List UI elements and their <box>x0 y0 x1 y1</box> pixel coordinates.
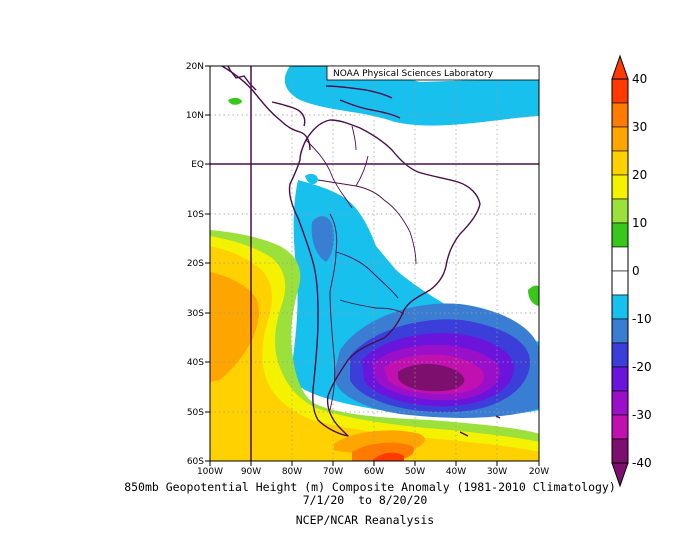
colorbar-label: -20 <box>632 360 652 374</box>
colorbar-segment <box>611 366 629 392</box>
lon-label: 20W <box>529 467 549 477</box>
colorbar-segment <box>611 150 629 176</box>
colorbar-segment <box>611 390 629 416</box>
colorbar-segment <box>611 246 629 272</box>
lat-label: EQ <box>191 160 204 170</box>
lat-labels: 20N 10N EQ 10S 20S 30S 40S 50S 60S <box>186 62 204 467</box>
colorbar-segment <box>611 198 629 224</box>
colorbar: 40 30 20 10 0 -10 -20 -30 -40 <box>611 54 652 488</box>
colorbar-segment <box>611 342 629 368</box>
colorbar-segment <box>611 438 629 464</box>
lon-label: 30W <box>487 467 507 477</box>
colorbar-label: -10 <box>632 312 652 326</box>
lat-label: 40S <box>187 358 204 368</box>
caption-title: 850mb Geopotential Height (m) Composite … <box>124 480 616 494</box>
country-borders <box>305 125 417 411</box>
colorbar-label: -30 <box>632 408 652 422</box>
lon-label: 50W <box>405 467 425 477</box>
colorbar-label: 20 <box>632 168 647 182</box>
colorbar-segment <box>611 270 629 296</box>
lon-label: 100W <box>197 467 223 477</box>
colorbar-label: 10 <box>632 216 647 230</box>
colorbar-label: 40 <box>632 72 647 86</box>
colorbar-frame <box>611 78 629 464</box>
colorbar-segment <box>611 102 629 128</box>
caption-dates: 7/1/20 to 8/20/20 <box>302 493 428 507</box>
credit-box <box>326 65 540 81</box>
colorbar-label: 0 <box>632 264 640 278</box>
colorbar-segment <box>611 126 629 152</box>
axis-ticks <box>205 65 540 466</box>
colorbar-segment <box>611 294 629 320</box>
colorbar-segment <box>611 174 629 200</box>
lat-label: 30S <box>187 309 204 319</box>
caption-source: NCEP/NCAR Reanalysis <box>295 513 435 527</box>
lat-label: 20N <box>186 62 204 72</box>
colorbar-segments <box>611 78 629 464</box>
lon-label: 40W <box>446 467 466 477</box>
colorbar-top-arrow <box>611 54 629 80</box>
colorbar-segment <box>611 78 629 104</box>
colorbar-segment <box>611 222 629 248</box>
lat-label: 60S <box>187 457 204 467</box>
lon-label: 70W <box>323 467 343 477</box>
map-panel: NOAA Physical Sciences Laboratory <box>209 65 540 462</box>
caption-dates-line: 7/1/20 to 8/20/20 <box>0 494 700 507</box>
grid-lines <box>210 66 539 461</box>
lon-label: 60W <box>364 467 384 477</box>
lat-label: 50S <box>187 408 204 418</box>
coastlines <box>221 65 501 437</box>
lon-label: 90W <box>241 467 261 477</box>
colorbar-segment <box>611 414 629 440</box>
colorbar-label: 30 <box>632 120 647 134</box>
caption-title-line: 850mb Geopotential Height (m) Composite … <box>0 481 700 494</box>
lon-label: 80W <box>282 467 302 477</box>
caption-source-line: NCEP/NCAR Reanalysis <box>0 514 700 527</box>
colorbar-label: -40 <box>632 456 652 470</box>
lat-label: 20S <box>187 259 204 269</box>
colorbar-segment <box>611 318 629 344</box>
credit-text: NOAA Physical Sciences Laboratory <box>333 69 494 79</box>
lat-label: 10S <box>187 210 204 220</box>
lon-labels: 100W 90W 80W 70W 60W 50W 40W 30W 20W <box>197 467 549 477</box>
lat-label: 10N <box>186 111 204 121</box>
colorbar-labels: 40 30 20 10 0 -10 -20 -30 -40 <box>632 72 652 470</box>
